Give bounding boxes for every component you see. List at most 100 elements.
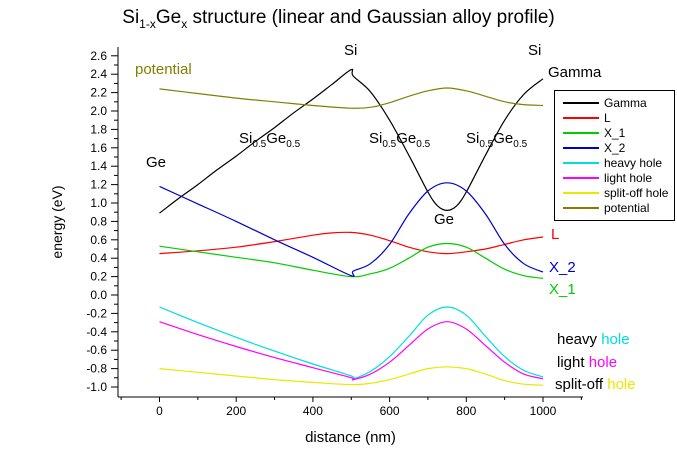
legend-item-L: L xyxy=(555,111,674,125)
label-part: Ge xyxy=(493,130,514,147)
title-subscript: x xyxy=(181,16,188,31)
title-subscript: 1-x xyxy=(139,16,156,31)
y-axis-tick-labels: -1.0 -0.8 -0.6 -0.4 -0.2 0.0 0.2 0.4 0.6 0.8 1.0 1.… xyxy=(86,49,107,394)
svg-text:-1.0: -1.0 xyxy=(86,380,107,394)
title-part: Ge xyxy=(155,7,182,28)
label-x2: X_2 xyxy=(549,259,576,276)
label-part: light xyxy=(557,354,589,371)
label-part: heavy xyxy=(557,331,602,348)
legend-item-heavy-hole: heavy hole xyxy=(555,156,674,170)
svg-text:200: 200 xyxy=(226,404,246,418)
label-part: split-off xyxy=(555,376,608,393)
label-part: Si xyxy=(466,130,480,147)
label-part-colored: hole xyxy=(588,354,618,371)
svg-text:2.0: 2.0 xyxy=(90,104,107,118)
chart-title: Si1-xGex structure (linear and Gaussian … xyxy=(0,7,677,31)
y-axis-ticks xyxy=(111,55,118,388)
legend-item-potential: potential xyxy=(555,201,674,215)
svg-text:0.2: 0.2 xyxy=(90,270,107,284)
series-light-hole xyxy=(159,321,544,381)
label-si05ge05-1: Si0.5Ge0.5 xyxy=(239,130,301,150)
legend-line-sample xyxy=(563,147,599,150)
label-gamma: Gamma xyxy=(548,64,602,81)
legend-line-sample xyxy=(563,102,599,105)
svg-text:2.2: 2.2 xyxy=(90,86,107,100)
series-potential xyxy=(159,87,544,109)
legend-label: split-off hole xyxy=(604,185,669,200)
series-heavy-hole xyxy=(159,306,544,380)
legend-item-split-off-hole: split-off hole xyxy=(555,186,674,200)
label-heavy-hole: heavy hole xyxy=(557,331,630,349)
label-si-right: Si xyxy=(528,42,542,59)
svg-text:0.8: 0.8 xyxy=(90,214,107,228)
label-si-peak: Si xyxy=(344,42,358,59)
label-part-colored: hole xyxy=(601,331,630,348)
series-L xyxy=(159,231,544,255)
svg-text:2.4: 2.4 xyxy=(90,67,107,81)
legend-item-X_2: X_2 xyxy=(555,141,674,155)
label-potential: potential xyxy=(135,61,192,78)
label-part: Ge xyxy=(266,130,287,147)
axes xyxy=(117,47,583,398)
legend-line-sample xyxy=(563,132,599,135)
label-part: Ge xyxy=(396,130,417,147)
y-axis-title: energy (eV) xyxy=(49,185,65,259)
title-part: structure (linear and Gaussian alloy pro… xyxy=(187,7,555,28)
series-X_1 xyxy=(159,242,544,279)
series-X_2 xyxy=(159,182,544,277)
label-part: Si xyxy=(239,130,253,147)
svg-text:400: 400 xyxy=(303,404,323,418)
label-subscript: 0.5 xyxy=(416,139,431,150)
legend-line-sample xyxy=(563,206,599,209)
legend-label: potential xyxy=(604,200,650,215)
label-l: L xyxy=(551,226,560,243)
label-ge-left: Ge xyxy=(146,154,167,171)
legend-line-sample xyxy=(563,117,599,120)
svg-text:1.0: 1.0 xyxy=(90,196,107,210)
label-subscript: 0.5 xyxy=(286,139,301,150)
svg-text:600: 600 xyxy=(380,404,400,418)
x-axis-title: distance (nm) xyxy=(305,429,396,446)
label-si05ge05-2: Si0.5Ge0.5 xyxy=(369,130,431,150)
svg-text:1.2: 1.2 xyxy=(90,178,107,192)
legend-label: L xyxy=(604,111,611,126)
legend-line-sample xyxy=(563,191,599,194)
label-part: Si xyxy=(369,130,383,147)
svg-text:1.4: 1.4 xyxy=(90,159,107,173)
x-axis-tick-labels: 0 200 400 600 800 1000 xyxy=(156,404,557,418)
legend-item-Gamma: Gamma xyxy=(555,96,674,110)
label-light-hole: light hole xyxy=(557,354,618,372)
series-split-off-hole xyxy=(159,366,544,386)
svg-text:2.6: 2.6 xyxy=(90,49,107,63)
label-x1: X_1 xyxy=(549,281,576,298)
legend-label: X_1 xyxy=(604,126,626,141)
legend-label: light hole xyxy=(604,170,653,185)
label-subscript: 0.5 xyxy=(513,139,528,150)
svg-text:0.0: 0.0 xyxy=(90,288,107,302)
label-subscript: 0.5 xyxy=(382,139,397,150)
legend-label: Gamma xyxy=(604,96,647,111)
svg-text:1000: 1000 xyxy=(530,404,557,418)
svg-text:-0.6: -0.6 xyxy=(86,343,107,357)
label-part-colored: hole xyxy=(607,376,636,393)
legend-line-sample xyxy=(563,176,599,179)
legend-item-light-hole: light hole xyxy=(555,171,674,185)
series-curves xyxy=(159,68,544,386)
series-Gamma xyxy=(159,68,544,214)
label-ge-mid: Ge xyxy=(434,211,455,228)
label-subscript: 0.5 xyxy=(479,139,494,150)
svg-text:-0.2: -0.2 xyxy=(86,306,107,320)
svg-text:-0.8: -0.8 xyxy=(86,362,107,376)
svg-text:800: 800 xyxy=(456,404,476,418)
legend-item-X_1: X_1 xyxy=(555,126,674,140)
legend-line-sample xyxy=(563,161,599,164)
legend-label: X_2 xyxy=(604,141,626,156)
label-subscript: 0.5 xyxy=(252,139,267,150)
legend-box: Gamma L X_1 X_2 heavy hole light hole split-of… xyxy=(554,90,675,221)
svg-text:1.6: 1.6 xyxy=(90,141,107,155)
svg-text:0: 0 xyxy=(156,404,163,418)
x-axis-ticks xyxy=(120,397,582,402)
title-part: Si xyxy=(122,7,140,28)
